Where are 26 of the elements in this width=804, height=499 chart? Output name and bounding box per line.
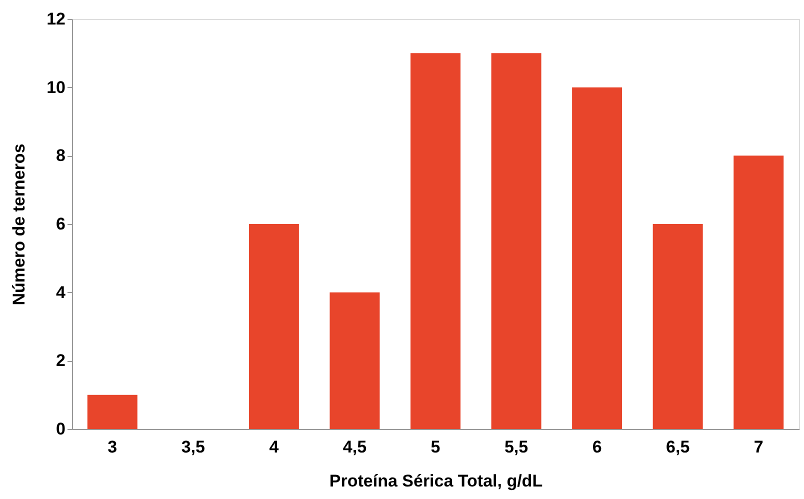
x-tick-label: 6 bbox=[592, 438, 602, 456]
x-tick-label: 3 bbox=[108, 438, 118, 456]
bar bbox=[87, 394, 138, 429]
y-tick-label: 2 bbox=[56, 351, 66, 370]
bar bbox=[410, 53, 460, 429]
y-tick-label: 0 bbox=[56, 420, 66, 438]
bar bbox=[572, 87, 622, 429]
x-tick-label: 4 bbox=[269, 438, 280, 456]
x-tick-label: 5 bbox=[430, 438, 440, 456]
y-tick-label: 10 bbox=[46, 78, 66, 97]
x-tick-label: 4,5 bbox=[342, 438, 367, 456]
y-tick-label: 12 bbox=[46, 10, 66, 28]
y-tick-label: 6 bbox=[56, 214, 66, 234]
y-tick-label: 4 bbox=[56, 282, 66, 302]
bar bbox=[652, 224, 703, 429]
bar bbox=[330, 292, 380, 429]
bar bbox=[734, 156, 784, 429]
x-axis-title: Proteína Sérica Total, g/dL bbox=[329, 472, 543, 490]
x-tick-label: 3,5 bbox=[181, 438, 205, 456]
x-tick-label: 6,5 bbox=[666, 438, 690, 456]
y-tick-label: 8 bbox=[56, 146, 66, 166]
x-tick-label: 5,5 bbox=[504, 438, 528, 456]
x-tick-label: 7 bbox=[754, 438, 764, 456]
bar bbox=[491, 53, 542, 429]
y-axis-title: Número de terneros bbox=[10, 144, 29, 306]
bar bbox=[248, 224, 299, 429]
